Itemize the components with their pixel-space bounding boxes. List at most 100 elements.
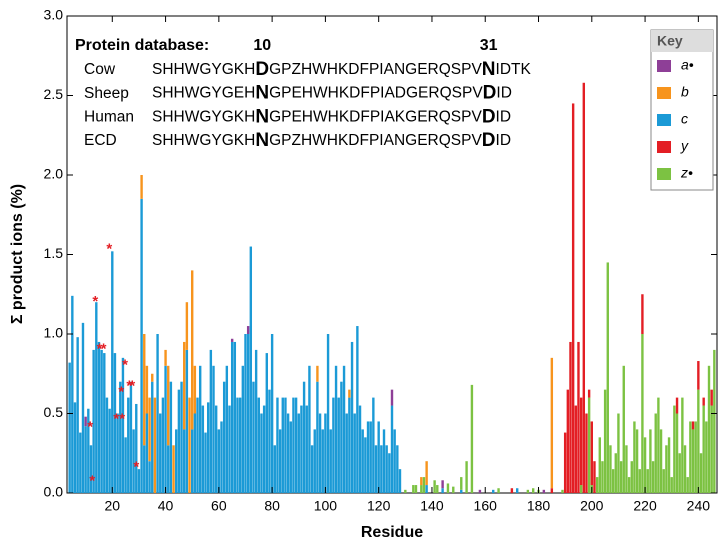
bar-segment <box>79 432 82 493</box>
species-name: Human <box>84 108 134 125</box>
bar-segment <box>446 483 450 493</box>
bar-segment <box>76 337 79 493</box>
position-label: 10 <box>253 37 271 54</box>
bar-segment <box>396 445 399 493</box>
x-axis-title: Residue <box>361 524 423 541</box>
bar-segment <box>151 381 154 493</box>
bar-segment <box>321 429 324 493</box>
bar-segment <box>412 485 415 493</box>
bar-segment <box>318 413 322 493</box>
bar-segment <box>183 429 186 493</box>
bar-segment <box>390 389 394 406</box>
bar-segment <box>705 421 708 493</box>
bar-segment <box>590 421 593 486</box>
bar-segment <box>571 103 575 493</box>
bar-segment <box>111 251 114 493</box>
bar-segment <box>478 489 482 493</box>
bar-segment <box>84 416 87 427</box>
bar-segment <box>404 489 407 493</box>
bar-segment <box>460 489 463 493</box>
bar-segment <box>89 445 93 493</box>
bar-segment <box>579 485 583 493</box>
bar-segment <box>185 302 189 350</box>
legend-label: c <box>681 111 688 127</box>
bar-segment <box>193 365 197 414</box>
x-tick-label: 140 <box>420 498 444 514</box>
bar-segment <box>164 349 167 366</box>
bar-segment <box>113 353 117 493</box>
bar-segment <box>175 429 178 493</box>
db-title: Protein database: <box>75 37 209 54</box>
bar-segment <box>574 405 578 493</box>
bar-segment <box>316 381 319 493</box>
bar-segment <box>710 389 713 406</box>
bar-segment <box>180 381 183 493</box>
bar-segment <box>436 485 439 493</box>
bar-segment <box>579 397 583 486</box>
bar-segment <box>140 198 143 493</box>
x-tick-label: 100 <box>314 498 338 514</box>
marker: * <box>106 241 112 258</box>
bar-segment <box>324 413 327 493</box>
bar-segment <box>167 445 170 493</box>
bar-segment <box>348 397 351 493</box>
bar-segment <box>710 405 713 493</box>
bar-segment <box>425 461 428 486</box>
bar-segment <box>132 429 135 493</box>
bar-segment <box>697 361 700 390</box>
position-label: 31 <box>480 37 498 54</box>
bar-segment <box>167 365 170 446</box>
bar-segment <box>657 397 660 493</box>
bar-segment <box>73 402 77 493</box>
bar-segment <box>694 421 697 493</box>
bar-segment <box>148 397 151 462</box>
bar-segment <box>193 413 197 493</box>
bar-segment <box>177 389 181 493</box>
bar-segment <box>151 373 154 382</box>
legend-label: y <box>680 138 689 154</box>
bar-segment <box>244 334 247 493</box>
sequence: SHHWGYGKHDGPZHWHKDFPIANGERQSPVNIDTK <box>152 59 531 80</box>
y-tick-label: 2.0 <box>44 166 64 182</box>
bar-segment <box>297 413 300 493</box>
bar-segment <box>71 295 74 493</box>
bar-segment <box>531 488 535 493</box>
bar-segment <box>92 349 95 493</box>
bar-segment <box>161 397 165 493</box>
marker: * <box>126 377 132 394</box>
bar-segment <box>707 365 711 493</box>
bar-segment <box>284 397 287 493</box>
bar-segment <box>342 365 346 493</box>
bar-segment <box>582 82 586 493</box>
x-tick-label: 200 <box>580 498 604 514</box>
bar-segment <box>526 489 530 493</box>
bar-segment <box>329 429 332 493</box>
bar-segment <box>377 421 380 493</box>
bar-segment <box>164 365 167 493</box>
bar-segment <box>108 408 111 493</box>
bar-segment <box>196 397 199 493</box>
bar-segment <box>633 421 636 493</box>
marker: * <box>87 419 93 436</box>
bar-segment <box>542 489 546 493</box>
bar-segment <box>382 429 386 493</box>
bar-segment <box>276 397 279 493</box>
x-tick-label: 160 <box>474 498 498 514</box>
bar-segment <box>385 445 388 493</box>
bar-segment <box>441 488 444 493</box>
marker: * <box>119 411 125 428</box>
bar-segment <box>332 397 335 493</box>
bar-segment <box>308 365 311 493</box>
bar-segment <box>441 480 444 489</box>
bar-segment <box>121 357 125 493</box>
bar-segment <box>105 397 109 493</box>
bar-segment <box>651 461 655 493</box>
bar-segment <box>246 326 250 334</box>
bar-segment <box>212 365 215 493</box>
bar-segment <box>470 384 474 493</box>
y-axis-title: Σ product ions (%) <box>9 184 26 324</box>
x-tick-label: 80 <box>264 498 280 514</box>
bar-segment <box>254 349 258 493</box>
bar-segment <box>241 365 245 493</box>
bar-segment <box>659 429 663 493</box>
